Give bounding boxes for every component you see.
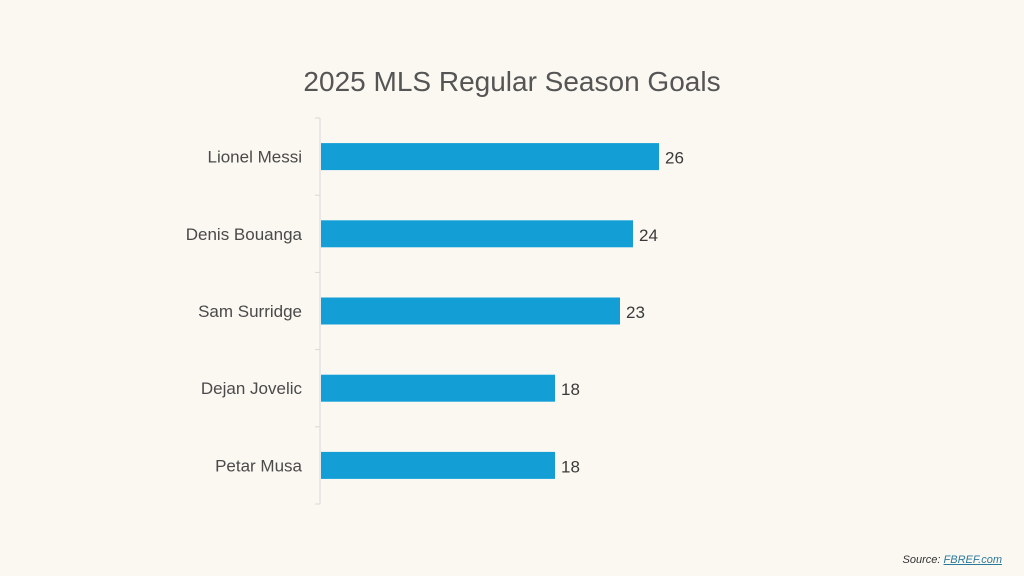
bars-group bbox=[321, 143, 659, 479]
data-label: 23 bbox=[626, 303, 645, 322]
bar bbox=[321, 220, 633, 248]
category-label: Petar Musa bbox=[215, 456, 302, 475]
category-label: Dejan Jovelic bbox=[201, 379, 303, 398]
data-label: 24 bbox=[639, 226, 658, 245]
data-label: 26 bbox=[665, 149, 684, 168]
source-prefix: Source: bbox=[902, 554, 944, 566]
labels-group: Lionel Messi 26 Denis Bouanga 24 Sam Surridg… bbox=[186, 148, 684, 477]
axis-group bbox=[315, 117, 321, 505]
bar bbox=[321, 451, 555, 479]
data-label: 18 bbox=[561, 457, 580, 476]
source-note: Source: FBREF.com bbox=[903, 554, 1002, 566]
category-label: Denis Bouanga bbox=[186, 225, 303, 244]
bar bbox=[321, 374, 555, 402]
bar bbox=[321, 297, 620, 325]
data-label: 18 bbox=[561, 380, 580, 399]
chart-title: 2025 MLS Regular Season Goals bbox=[303, 66, 721, 97]
category-label: Sam Surridge bbox=[198, 302, 302, 321]
bar bbox=[321, 143, 659, 171]
category-label: Lionel Messi bbox=[208, 148, 303, 167]
source-link[interactable]: FBREF.com bbox=[943, 554, 1002, 566]
